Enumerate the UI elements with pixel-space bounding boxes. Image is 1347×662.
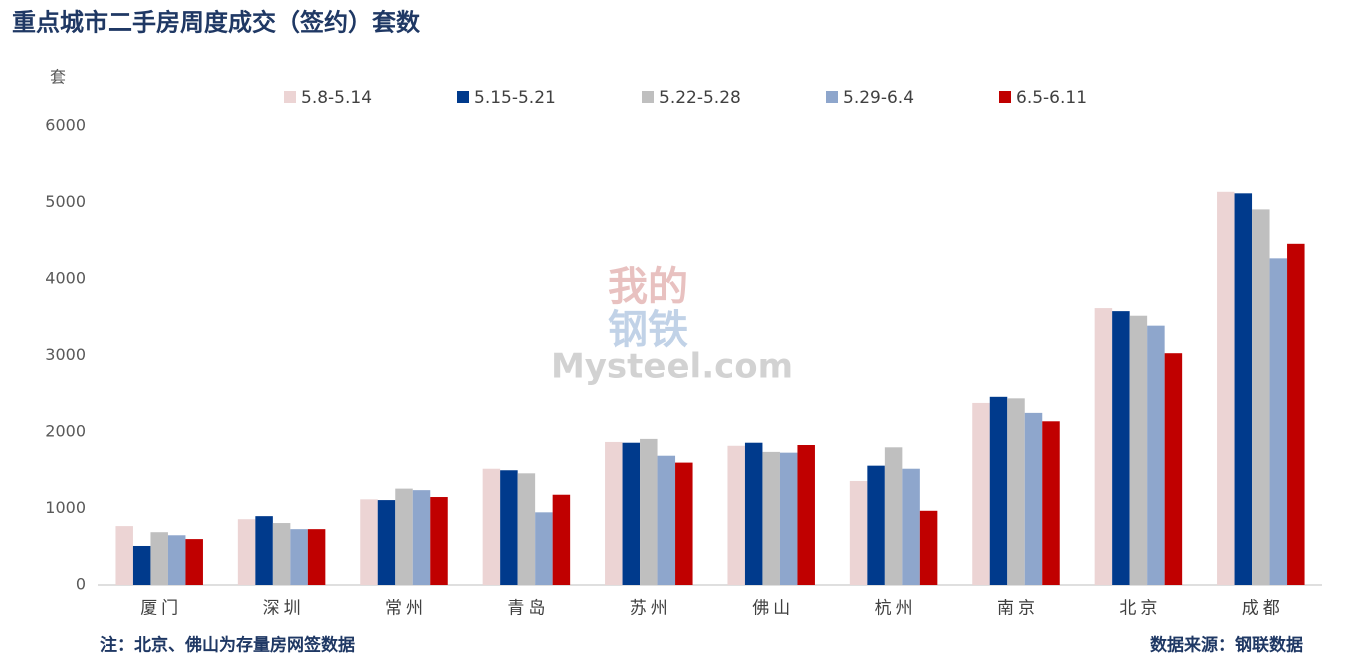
x-tick-label: 北京	[1119, 599, 1161, 619]
source: 数据来源：钢联数据	[1150, 635, 1303, 656]
bar	[500, 470, 518, 585]
bar	[535, 512, 553, 585]
x-tick-label: 佛山	[752, 599, 794, 619]
bar	[849, 480, 868, 585]
bar	[1112, 311, 1130, 585]
bar	[185, 539, 203, 585]
bar	[1147, 325, 1165, 585]
bar	[517, 473, 536, 585]
bar	[132, 545, 151, 585]
y-tick-label: 4000	[45, 269, 86, 288]
bar	[675, 462, 693, 585]
legend-swatch	[642, 91, 654, 103]
x-tick-label: 成都	[1242, 599, 1284, 619]
y-unit: 套	[50, 68, 66, 87]
bar	[360, 499, 378, 585]
bar	[1269, 258, 1288, 585]
bar	[1007, 398, 1025, 585]
bar	[1042, 421, 1060, 585]
bar	[255, 516, 273, 585]
bar	[867, 465, 885, 585]
bar	[1252, 209, 1270, 585]
bar	[377, 500, 396, 585]
chart-title: 重点城市二手房周度成交（签约）套数	[12, 8, 421, 37]
watermark: 钢铁	[608, 306, 688, 353]
bar	[395, 488, 413, 585]
footnote: 注：北京、佛山为存量房网签数据	[100, 635, 355, 656]
bar	[167, 535, 186, 585]
y-tick-label: 1000	[45, 498, 86, 517]
y-tick-label: 0	[76, 575, 86, 594]
legend-label: 5.22-5.28	[659, 88, 741, 108]
bar	[744, 442, 763, 585]
x-tick-label: 深圳	[263, 599, 305, 619]
bar	[919, 510, 938, 585]
y-tick-label: 3000	[45, 345, 86, 364]
bar	[237, 519, 256, 585]
bar	[640, 438, 658, 585]
bar	[1129, 315, 1148, 585]
bar	[552, 494, 571, 585]
bar	[762, 451, 780, 585]
legend-label: 6.5-6.11	[1016, 88, 1087, 108]
x-tick-label: 厦门	[140, 599, 182, 619]
bar	[482, 468, 501, 585]
legend-label: 5.29-6.4	[843, 88, 914, 108]
bar	[115, 526, 133, 585]
x-tick-label: 杭州	[875, 599, 917, 619]
bar	[989, 396, 1008, 585]
watermark: Mysteel.com	[551, 347, 793, 387]
bar	[150, 532, 168, 585]
bar	[1024, 412, 1043, 585]
bar	[779, 452, 798, 585]
x-tick-label: 苏州	[630, 599, 672, 619]
legend-swatch	[284, 91, 296, 103]
bar	[622, 442, 641, 585]
legend-swatch	[999, 91, 1011, 103]
y-tick-label: 5000	[45, 192, 86, 211]
bar	[605, 441, 623, 585]
bar	[727, 445, 745, 585]
bar	[972, 402, 990, 585]
bar	[902, 468, 920, 585]
y-tick-label: 6000	[45, 116, 86, 135]
bar	[884, 447, 903, 585]
bar	[657, 455, 676, 585]
y-tick-label: 2000	[45, 422, 86, 441]
bar	[1287, 243, 1305, 585]
bar	[1094, 308, 1113, 585]
bar	[290, 529, 308, 585]
x-tick-label: 常州	[385, 599, 427, 619]
bar	[307, 529, 326, 585]
bar	[430, 497, 448, 585]
legend-label: 5.8-5.14	[301, 88, 372, 108]
legend-label: 5.15-5.21	[474, 88, 556, 108]
x-tick-label: 青岛	[507, 599, 549, 619]
legend-swatch	[457, 91, 469, 103]
bar	[272, 523, 291, 585]
legend-swatch	[826, 91, 838, 103]
bar	[1164, 353, 1183, 585]
watermark: 我的	[608, 263, 688, 310]
bar	[1234, 193, 1253, 585]
bar	[797, 445, 815, 585]
bar	[1217, 191, 1235, 586]
x-tick-label: 南京	[997, 599, 1039, 619]
bar	[412, 490, 431, 585]
